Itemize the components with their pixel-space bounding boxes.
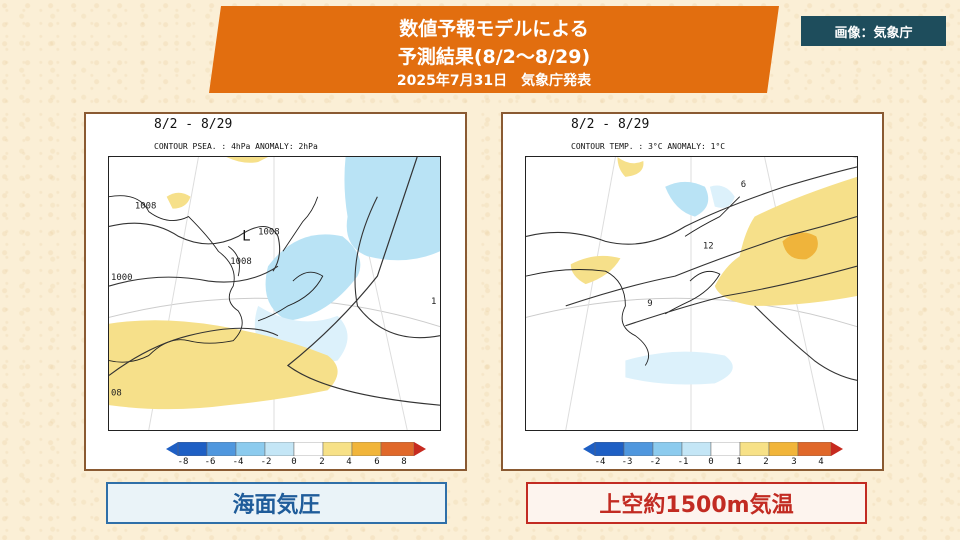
pressure-value-label: 1008 (230, 257, 252, 267)
contour-info-label: CONTOUR PSEA. : 4hPa ANOMALY: 2hPa (154, 142, 318, 151)
title-banner: 数値予報モデルによる 予測結果(8/2～8/29) 2025年7月31日 気象庁… (209, 6, 779, 93)
contour-info-label: CONTOUR TEMP. : 3°C ANOMALY: 1°C (571, 142, 726, 151)
negative-anomaly-area (265, 234, 361, 321)
upper-air-temperature-panel: 8/2 - 8/29 CONTOUR TEMP. : 3°C ANOMALY: … (501, 112, 884, 471)
negative-anomaly-area (709, 185, 735, 208)
colorbar-tick-label: -3 (621, 457, 633, 467)
isobar-line (286, 157, 440, 406)
negative-anomaly-area (625, 351, 733, 385)
isobar-line (354, 196, 440, 339)
banner-title-line2: 予測結果(8/2～8/29) (397, 46, 591, 68)
colorbar-segment (351, 442, 382, 456)
positive-anomaly-area (226, 157, 269, 163)
colorbar-segment (235, 442, 266, 456)
sea-level-pressure-panel: 8/2 - 8/29 CONTOUR PSEA. : 4hPa ANOMALY:… (84, 112, 467, 471)
colorbar-tick-label: 8 (401, 457, 407, 467)
sea-level-pressure-map: 1008 1008 1008 1000 08 1 L (108, 156, 441, 431)
coastline (664, 270, 721, 315)
colorbar-tick-label: 4 (346, 457, 352, 467)
colorbar-tick-label: -1 (677, 457, 689, 467)
upper-air-temperature-map: 12 9 6 (525, 156, 858, 431)
colorbar-tick-label: 6 (374, 457, 380, 467)
colorbar-tick-label: -4 (232, 457, 244, 467)
colorbar-tick-label: 2 (763, 457, 769, 467)
upper-air-temperature-caption: 上空約1500m気温 (526, 482, 867, 524)
pressure-value-label: 1 (431, 297, 436, 307)
positive-anomaly-area (617, 157, 644, 177)
isobar-line (109, 265, 279, 287)
isobar-line (109, 327, 279, 376)
coastline (282, 196, 319, 252)
colorbar-arrow-low (166, 442, 178, 456)
pressure-value-label: 1000 (111, 273, 133, 283)
pressure-value-label: 1008 (258, 227, 280, 237)
pressure-anomaly-colorbar: -8 -6 -4 -2 0 2 4 6 8 (166, 442, 426, 470)
forecast-period-label: 8/2 - 8/29 (154, 117, 233, 132)
colorbar-tick-label: 1 (736, 457, 742, 467)
colorbar-arrow-low (583, 442, 595, 456)
colorbar-arrow-high (414, 442, 426, 456)
colorbar-tick-label: 0 (291, 457, 297, 467)
isotherm-line (565, 216, 857, 307)
sea-level-pressure-caption: 海面気圧 (106, 482, 447, 524)
negative-anomaly-area (665, 181, 709, 217)
colorbar-arrow-high (831, 442, 843, 456)
colorbar-tick-label: -2 (260, 457, 272, 467)
isobar-line (109, 222, 281, 272)
colorbar-segment (739, 442, 770, 456)
coastline (228, 245, 240, 277)
meridian-line (565, 157, 616, 430)
banner-title-line1: 数値予報モデルによる (399, 18, 589, 40)
coastline (684, 196, 741, 237)
colorbar-tick-label: -6 (204, 457, 216, 467)
colorbar-segment (594, 442, 625, 456)
colorbar-segment (177, 442, 208, 456)
isotherm-line (625, 265, 857, 327)
pressure-value-label: 08 (111, 388, 122, 398)
pressure-value-label: 1008 (135, 202, 157, 212)
colorbar-segment (264, 442, 295, 456)
colorbar-tick-label: 3 (791, 457, 797, 467)
colorbar-segment (710, 442, 741, 456)
temperature-value-label: 6 (741, 180, 746, 190)
temperature-value-label: 9 (647, 299, 652, 309)
isotherm-line (754, 305, 857, 381)
colorbar-tick-label: 2 (319, 457, 325, 467)
temperature-value-label: 12 (703, 241, 714, 251)
colorbar-segment (652, 442, 683, 456)
latitude-circle (526, 297, 857, 328)
low-pressure-marker: L (242, 228, 250, 244)
forecast-period-label: 8/2 - 8/29 (571, 117, 650, 132)
coastline (257, 271, 324, 322)
colorbar-segment (322, 442, 353, 456)
colorbar-segment (293, 442, 324, 456)
colorbar-segment (768, 442, 799, 456)
positive-anomaly-area (782, 232, 818, 260)
isotherm-line (526, 166, 857, 245)
colorbar-tick-label: -4 (594, 457, 606, 467)
colorbar-segment (380, 442, 415, 456)
negative-anomaly-area (344, 157, 440, 261)
positive-anomaly-area (166, 192, 191, 209)
colorbar-tick-label: 4 (818, 457, 824, 467)
colorbar-segment (797, 442, 832, 456)
colorbar-tick-label: -2 (649, 457, 661, 467)
temperature-anomaly-colorbar: -4 -3 -2 -1 0 1 2 3 4 (583, 442, 843, 470)
colorbar-segment (681, 442, 712, 456)
colorbar-tick-label: -8 (177, 457, 189, 467)
coastline (526, 269, 649, 366)
banner-date-line: 2025年7月31日 気象庁発表 (396, 73, 592, 89)
colorbar-segment (206, 442, 237, 456)
colorbar-tick-label: 0 (708, 457, 714, 467)
image-credit-badge: 画像：気象庁 (801, 16, 946, 46)
colorbar-segment (623, 442, 654, 456)
